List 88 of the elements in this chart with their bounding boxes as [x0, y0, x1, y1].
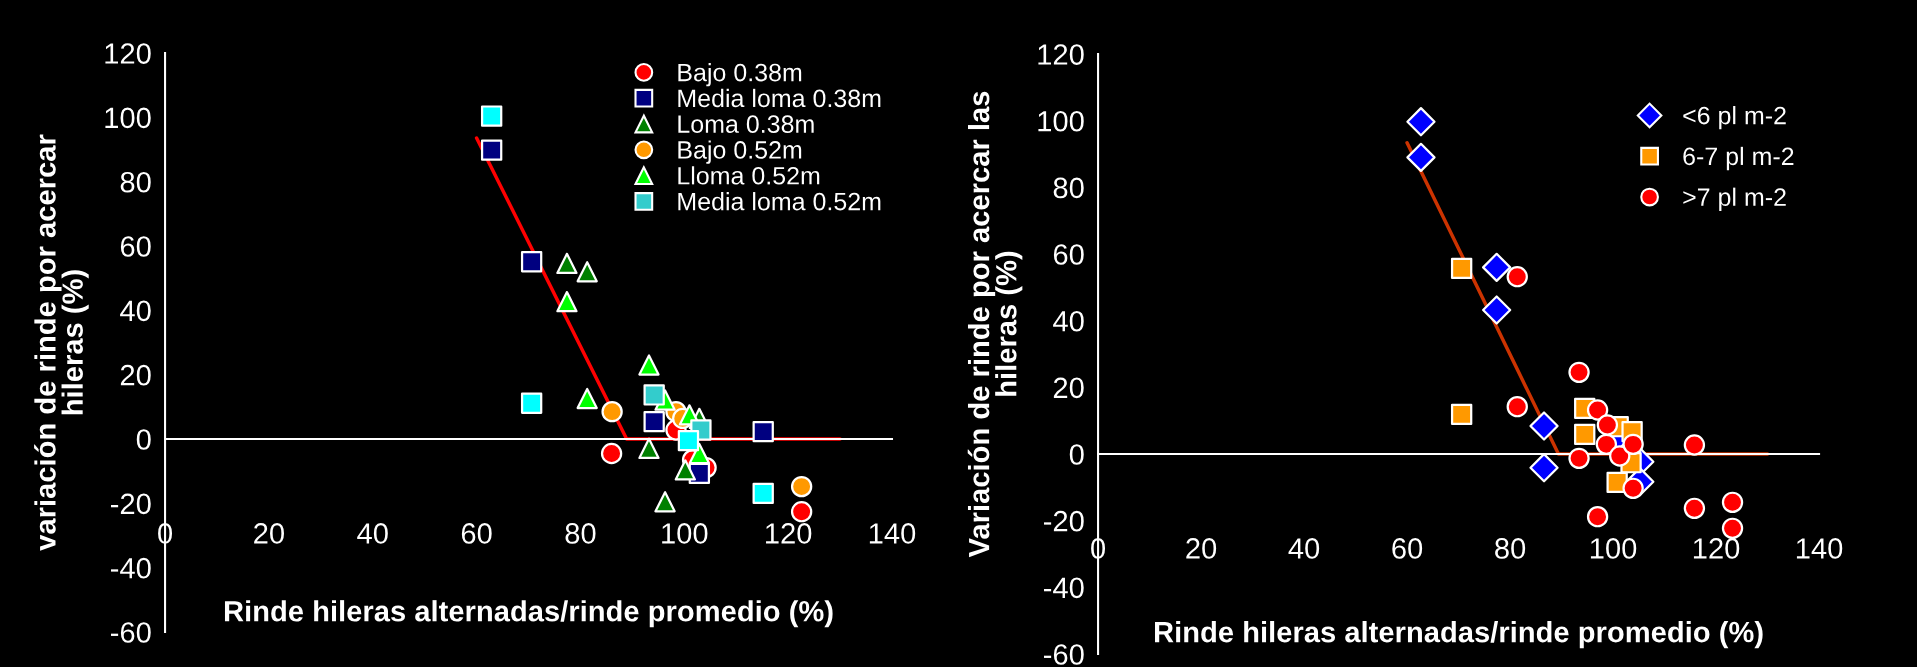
y-axis-title: variación de rinde por acercar hileras (%): [34, 134, 89, 551]
y-tick-label: 60: [1053, 244, 1084, 265]
point: [556, 252, 578, 275]
point: [480, 105, 503, 127]
point: [1586, 505, 1609, 528]
y-tick-label: 100: [105, 107, 151, 129]
legend-label: Media loma 0.38m: [678, 88, 881, 108]
x-tick-label: 60: [461, 523, 492, 544]
point: [576, 261, 598, 283]
legend-label: 6-7 pl m-2: [1683, 146, 1794, 171]
y-tick-label: 0: [136, 429, 151, 450]
legend-label: Bajo 0.38m: [678, 63, 802, 87]
x-tick-label: 40: [1288, 538, 1320, 559]
point: [1450, 257, 1473, 280]
point: [1482, 252, 1512, 282]
point: [752, 482, 774, 505]
legend-label: Lloma 0.52m: [678, 166, 820, 185]
point: [1683, 497, 1706, 520]
y-tick-label: 0: [1069, 444, 1084, 465]
y-tick-label: -20: [111, 493, 151, 515]
y-tick-label: -60: [1044, 644, 1084, 665]
point: [1683, 434, 1706, 456]
y-tick-label: -40: [111, 557, 151, 579]
point: [1406, 142, 1436, 172]
x-tick-label: 80: [565, 523, 596, 544]
y-tick-label: 120: [105, 43, 151, 64]
legend-label: Loma 0.38m: [678, 115, 814, 133]
point: [638, 354, 660, 376]
point: [1529, 411, 1559, 441]
y-tick-label: 20: [1053, 377, 1084, 399]
point: [654, 491, 676, 513]
point: [1568, 361, 1590, 384]
point: [638, 437, 660, 460]
point: [1574, 423, 1596, 446]
y-tick-label: -20: [1044, 510, 1084, 532]
point: [1529, 453, 1559, 483]
x-tick-label: 140: [1796, 538, 1843, 559]
point: [480, 139, 503, 161]
x-tick-label: 20: [1186, 538, 1217, 559]
point: [790, 501, 813, 523]
y-tick-label: 80: [120, 171, 151, 193]
y-tick-label: -60: [111, 622, 151, 643]
y-tick-label: 40: [120, 300, 151, 322]
y-tick-label: 20: [120, 364, 151, 386]
y-axis-title: Variación de rinde por acercar las hileras (%): [967, 91, 1023, 558]
point: [1482, 295, 1512, 325]
x-tick-label: 40: [357, 523, 388, 544]
point: [643, 384, 665, 406]
y-tick-label: 100: [1038, 110, 1084, 132]
x-tick-label: 100: [1590, 538, 1637, 559]
point: [752, 420, 774, 443]
point: [674, 459, 697, 481]
x-tick-label: 80: [1495, 538, 1526, 559]
point: [1721, 491, 1744, 514]
point: [1506, 266, 1528, 288]
x-tick-label: 20: [254, 523, 284, 544]
point: [1586, 399, 1609, 421]
x-tick-label: 120: [1693, 538, 1740, 559]
point: [520, 392, 543, 414]
y-tick-label: 80: [1053, 177, 1084, 199]
x-tick-label: 120: [766, 523, 812, 544]
point: [520, 251, 543, 273]
legend-label: Bajo 0.52m: [678, 140, 802, 164]
y-tick-label: 120: [1038, 44, 1084, 65]
point: [1406, 107, 1436, 137]
y-tick-label: 60: [120, 236, 151, 257]
point: [601, 400, 623, 423]
point: [576, 387, 598, 410]
point: [790, 475, 813, 498]
point: [688, 442, 711, 465]
y-tick-label: 40: [1053, 310, 1084, 332]
point: [643, 410, 665, 433]
x-axis-title: Rinde hileras alternadas/rinde promedio (%): [224, 600, 833, 628]
point: [1568, 447, 1590, 470]
x-tick-label: 140: [869, 523, 916, 544]
y-tick-label: -40: [1044, 577, 1084, 599]
legend-label: Media loma 0.52m: [678, 192, 881, 211]
x-axis-title: Rinde hileras alternadas/rinde promedio (%): [1155, 621, 1763, 649]
point: [677, 429, 700, 452]
point: [1506, 395, 1528, 418]
legend-label: >7 pl m-2: [1683, 187, 1786, 211]
point: [600, 442, 623, 465]
legend-label: <6 pl m-2: [1683, 106, 1786, 130]
point: [1721, 517, 1744, 540]
point: [556, 290, 578, 313]
x-tick-label: 100: [662, 523, 708, 544]
point: [1450, 403, 1473, 426]
x-tick-label: 60: [1392, 538, 1423, 559]
